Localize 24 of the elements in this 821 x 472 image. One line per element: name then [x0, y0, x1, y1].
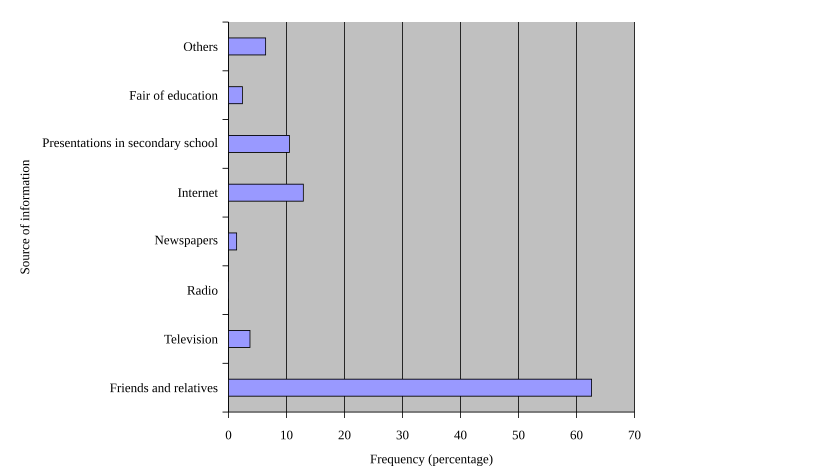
y-tick-label: Presentations in secondary school	[42, 138, 218, 150]
y-tick-label: Fair of education	[130, 90, 218, 100]
x-tick-label: 60	[570, 430, 583, 440]
x-axis-title: Frequency (percentage)	[370, 454, 492, 466]
bar	[228, 184, 304, 202]
y-tick-label: Others	[184, 42, 218, 51]
y-tick-label: Radio	[187, 286, 218, 295]
bar	[228, 330, 250, 348]
y-axis-title: Source of information	[20, 160, 30, 274]
x-tick-label: 50	[512, 430, 525, 440]
y-tick-label: Internet	[178, 188, 218, 197]
bar	[228, 86, 242, 104]
x-tick-label: 0	[226, 430, 232, 440]
bar	[228, 38, 266, 56]
bar	[228, 135, 290, 153]
x-tick-label: 10	[281, 430, 293, 440]
x-tick-label: 20	[338, 430, 351, 440]
x-tick-label: 70	[628, 430, 641, 440]
y-tick-label: Newspapers	[154, 236, 218, 248]
bar	[228, 378, 592, 397]
x-tick-label: 40	[454, 430, 467, 440]
x-tick-label: 30	[396, 430, 409, 440]
y-tick-label: Friends and relatives	[110, 383, 218, 392]
y-tick-label: Television	[164, 334, 218, 344]
